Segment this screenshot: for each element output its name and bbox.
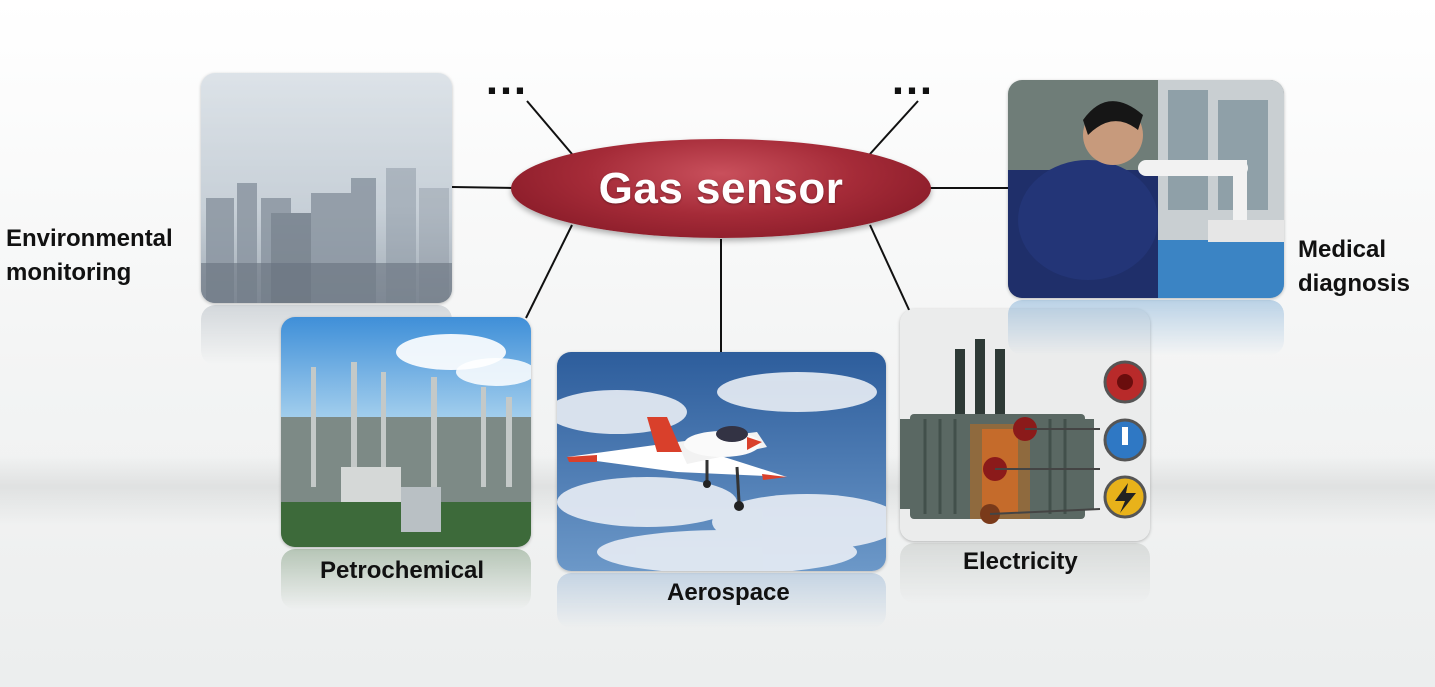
electricity-reflection (900, 543, 1150, 603)
aerospace-image (557, 352, 886, 571)
medical-reflection (1008, 300, 1284, 355)
medical-label-line1: Medical (1298, 236, 1387, 263)
electricity-label: Electricity (963, 548, 1078, 575)
petrochemical-label: Petrochemical (320, 557, 485, 584)
petrochemical-reflection (281, 549, 531, 609)
environmental-monitoring-label: Environmental monitoring (6, 222, 173, 290)
gas-sensor-node: Gas sensor (511, 139, 931, 238)
ellipsis-left: … (484, 55, 530, 104)
environmental-label-line1: Environmental (6, 225, 173, 252)
ellipsis-right: … (890, 55, 936, 104)
connector-petrochemical (525, 224, 573, 319)
aerospace-label: Aerospace (667, 579, 790, 606)
petrochemical-image (281, 317, 531, 547)
connector-ellipsis-right (869, 100, 919, 155)
environmental-label-line2: monitoring (6, 259, 132, 286)
aerospace-reflection (557, 573, 886, 628)
connector-electricity (869, 224, 911, 313)
medical-diagnosis-image (1008, 80, 1284, 298)
medical-label-line2: diagnosis (1298, 270, 1411, 297)
gas-sensor-label: Gas sensor (598, 163, 844, 213)
medical-diagnosis-label: Medical diagnosis (1298, 233, 1410, 301)
connector-environmental (451, 186, 514, 189)
environmental-monitoring-image (201, 73, 452, 303)
connector-ellipsis-left (526, 100, 573, 155)
electricity-image (900, 309, 1150, 541)
